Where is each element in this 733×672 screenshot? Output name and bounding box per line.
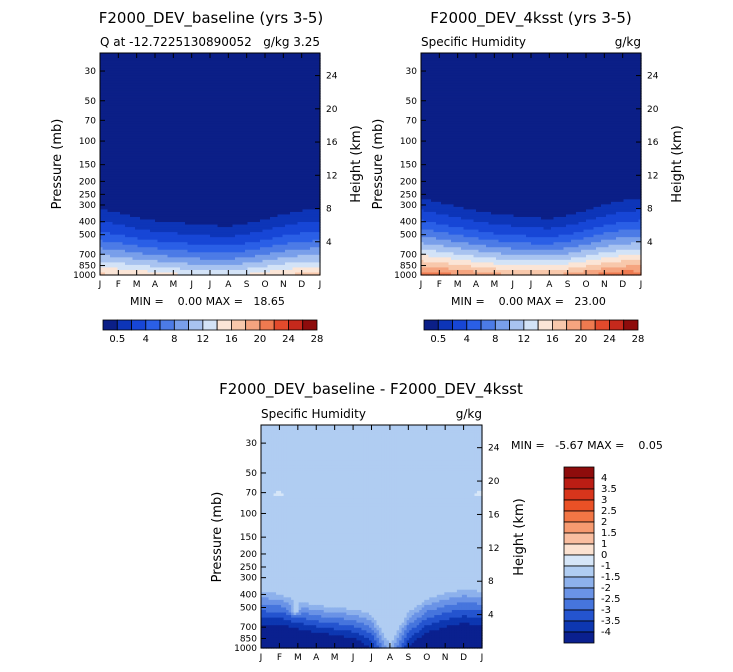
panel-baseline-subtitle-left: Q at -12.7225130890052 [100,35,252,49]
panel-baseline-plot [100,53,321,276]
panel-baseline-title: F2000_DEV_baseline (yrs 3-5) [99,9,324,28]
panel-baseline-subtitle-right: g/kg 3.25 [263,35,320,49]
panel-baseline: F2000_DEV_baseline (yrs 3-5) Q at -12.72… [50,9,364,345]
